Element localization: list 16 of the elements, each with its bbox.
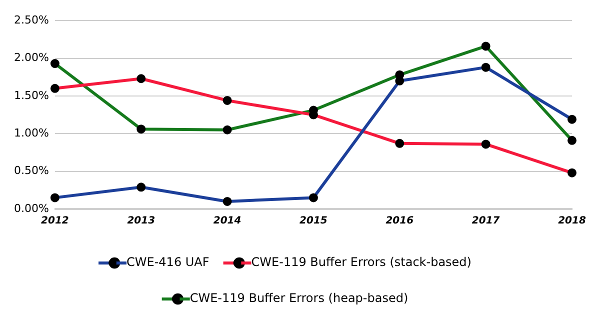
y-tick-label: 1.50% [14,88,49,102]
legend-label: CWE-119 Buffer Errors (stack-based) [251,255,472,270]
x-tick-label: 2017 [472,216,500,227]
legend-label: CWE-416 UAF [126,255,210,270]
y-tick-label: 0.00% [14,202,49,215]
y-tick-label: 2.50% [14,13,49,26]
y-tick-label: 0.50% [14,164,49,178]
x-tick-label: 2014 [213,216,242,227]
x-tick-label: 2012 [41,216,69,227]
y-tick-label: 1.00% [14,126,49,140]
x-tick-label: 2018 [558,216,586,227]
x-tick-label: 2015 [300,216,328,227]
x-tick-label: 2013 [127,216,156,227]
legend-label: CWE-119 Buffer Errors (heap-based) [190,291,408,306]
x-tick-label: 2016 [386,216,414,227]
y-tick-label: 2.00% [14,51,49,64]
